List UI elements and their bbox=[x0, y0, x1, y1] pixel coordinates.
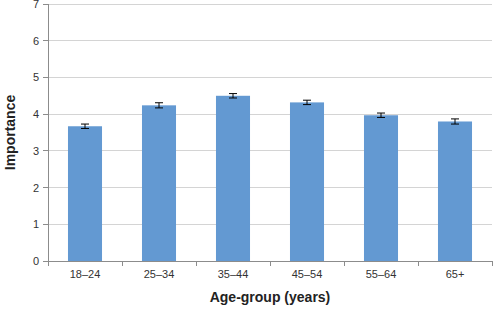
x-band-tick bbox=[122, 261, 123, 266]
y-tick-label: 4 bbox=[33, 108, 39, 120]
chart: 0 1 2 3 4 5 6 7 18–24 25–34 35–44 45–54 55–64 65+ Age-… bbox=[0, 0, 500, 310]
x-axis-title: Age-group (years) bbox=[210, 289, 331, 305]
bar bbox=[364, 115, 398, 261]
error-bar bbox=[451, 119, 459, 124]
error-bar bbox=[81, 124, 89, 128]
error-bar bbox=[229, 94, 237, 98]
error-bar bbox=[155, 103, 163, 108]
x-band-tick bbox=[48, 261, 49, 266]
x-tick-label: 65+ bbox=[446, 268, 465, 280]
x-tick-label: 35–44 bbox=[218, 268, 249, 280]
y-axis-line bbox=[48, 4, 49, 261]
y-tick bbox=[43, 187, 48, 188]
x-tick-label: 55–64 bbox=[366, 268, 397, 280]
y-tick bbox=[43, 4, 48, 5]
y-tick bbox=[43, 224, 48, 225]
y-tick bbox=[43, 150, 48, 151]
bar bbox=[216, 96, 250, 261]
grid-line bbox=[48, 150, 492, 151]
x-band-tick bbox=[196, 261, 197, 266]
y-tick bbox=[43, 114, 48, 115]
grid-line bbox=[48, 4, 492, 5]
x-band-tick bbox=[418, 261, 419, 266]
x-band-tick bbox=[270, 261, 271, 266]
y-tick-label: 5 bbox=[33, 71, 39, 83]
grid-line bbox=[48, 187, 492, 188]
bar bbox=[290, 102, 324, 261]
chart-container: 0 1 2 3 4 5 6 7 18–24 25–34 35–44 45–54 55–64 65+ Age-… bbox=[0, 0, 500, 310]
grid-line bbox=[48, 77, 492, 78]
bar bbox=[438, 121, 472, 261]
grid-line bbox=[48, 40, 492, 41]
y-tick-label: 7 bbox=[33, 0, 39, 10]
x-band-tick bbox=[492, 261, 493, 266]
grid-line bbox=[48, 114, 492, 115]
x-tick-label: 25–34 bbox=[144, 268, 175, 280]
x-band-tick bbox=[344, 261, 345, 266]
y-tick-label: 0 bbox=[33, 255, 39, 267]
x-tick-label: 18–24 bbox=[70, 268, 101, 280]
bar bbox=[68, 126, 102, 261]
y-tick bbox=[43, 77, 48, 78]
bars bbox=[68, 94, 472, 261]
error-bar bbox=[377, 113, 385, 117]
y-tick bbox=[43, 261, 48, 262]
bar bbox=[142, 105, 176, 261]
error-bar bbox=[303, 100, 311, 104]
y-tick-label: 6 bbox=[33, 35, 39, 47]
y-tick-label: 1 bbox=[33, 218, 39, 230]
grid-line bbox=[48, 224, 492, 225]
y-tick bbox=[43, 40, 48, 41]
y-axis-title: Importance bbox=[2, 95, 18, 171]
y-tick-label: 2 bbox=[33, 182, 39, 194]
y-tick-label: 3 bbox=[33, 145, 39, 157]
x-tick-label: 45–54 bbox=[292, 268, 323, 280]
